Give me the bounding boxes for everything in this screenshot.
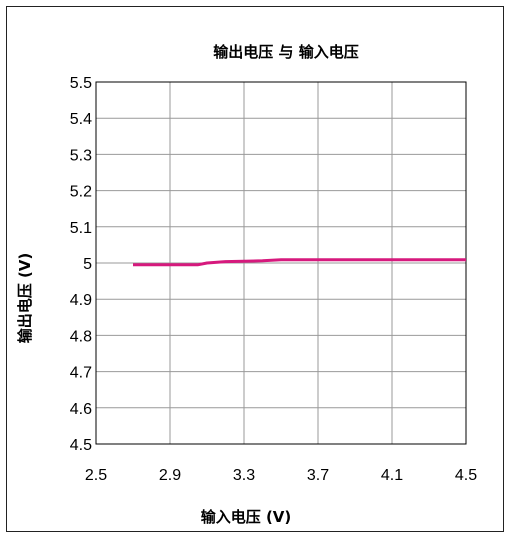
y-tick-label: 4.9 (70, 292, 92, 309)
y-tick-label: 5.3 (70, 147, 92, 164)
y-tick-label: 5 (83, 256, 92, 273)
series-line (133, 258, 466, 267)
y-tick-label: 5.1 (70, 220, 92, 237)
x-tick-label: 3.3 (233, 467, 255, 484)
y-tick-label: 4.5 (70, 437, 92, 454)
series-group (133, 258, 466, 267)
x-tick-label: 2.9 (159, 467, 181, 484)
chart-title: 输出电压 与 输入电压 (213, 43, 358, 61)
grid (95, 81, 467, 445)
x-tick-label: 4.1 (381, 467, 403, 484)
y-tick-label: 4.7 (70, 365, 92, 382)
y-tick-label: 4.8 (70, 328, 92, 345)
y-tick-label: 5.5 (70, 75, 92, 92)
x-tick-label: 2.5 (85, 467, 107, 484)
plot-area-border (95, 81, 467, 445)
y-tick-label: 5.4 (70, 111, 92, 128)
y-tick-label: 5.2 (70, 184, 92, 201)
y-tick-labels: 5.5 5.4 5.3 5.2 5.1 5 4.9 4.8 4.7 4.6 4.5 (70, 75, 92, 454)
x-axis-label: 输入电压 (V) (201, 508, 292, 526)
x-tick-label: 3.7 (307, 467, 329, 484)
x-tick-labels: 2.5 2.9 3.3 3.7 4.1 4.5 (85, 467, 477, 484)
y-tick-label: 4.6 (70, 401, 92, 418)
y-axis-label: 输出电压 (V) (16, 253, 34, 344)
x-tick-label: 4.5 (455, 467, 477, 484)
